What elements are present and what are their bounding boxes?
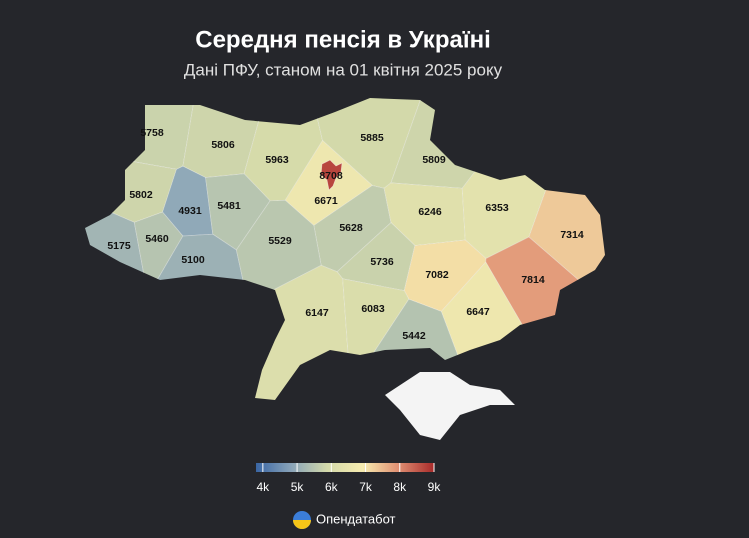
brand: Опендатабот (316, 511, 396, 526)
colorbar-tick-label: 8k (393, 480, 407, 494)
region-label: 7082 (425, 269, 449, 281)
region (85, 189, 149, 400)
region-label: 6671 (314, 195, 338, 207)
region (180, 264, 351, 400)
colorbar-ticks: 4k 5k 6k 7k 8k 9k (257, 463, 442, 494)
region-label: 8708 (319, 170, 343, 182)
region-label: 5175 (107, 240, 131, 252)
region-label: 6353 (485, 202, 509, 214)
colorbar-tick-label: 5k (291, 480, 305, 494)
brand-icon-half (293, 520, 311, 529)
kyiv-city (320, 159, 343, 191)
region-label: 7314 (560, 229, 584, 241)
region-label: 5806 (211, 139, 235, 151)
region-label: 5758 (140, 127, 164, 139)
region-label: 4931 (178, 205, 202, 217)
crimea (385, 372, 515, 440)
region-label: 5442 (402, 330, 426, 342)
region-labels: 5758 5806 5963 5885 5809 8708 6671 5802 4931 5481… (107, 127, 584, 342)
region-label: 5809 (422, 154, 446, 166)
region-label: 5963 (265, 154, 289, 166)
colorbar-tick-label: 7k (359, 480, 373, 494)
region-label: 5628 (339, 222, 363, 234)
region (85, 98, 198, 170)
region (336, 222, 416, 292)
region-label: 6083 (361, 303, 385, 315)
colorbar (256, 463, 434, 472)
region (485, 236, 605, 400)
colorbar-tick-label: 9k (428, 480, 442, 494)
region-label: 5802 (129, 189, 153, 201)
region-label: 5529 (268, 235, 292, 247)
region-label: 7814 (521, 274, 545, 286)
region-label: 6246 (418, 206, 442, 218)
colorbar-tick-label: 6k (325, 480, 339, 494)
region-label: 6147 (305, 307, 329, 319)
region-label: 5481 (217, 200, 241, 212)
region-label: 5885 (360, 132, 384, 144)
region (390, 98, 546, 189)
region-label: 6647 (466, 306, 490, 318)
region-label: 5460 (145, 233, 169, 245)
subtitle: Дані ПФУ, станом на 01 квітня 2025 року (184, 60, 503, 79)
region-label: 5100 (181, 254, 205, 266)
title: Середня пенсія в Україні (195, 26, 491, 53)
region-label: 5736 (370, 256, 394, 268)
colorbar-tick-label: 4k (257, 480, 271, 494)
